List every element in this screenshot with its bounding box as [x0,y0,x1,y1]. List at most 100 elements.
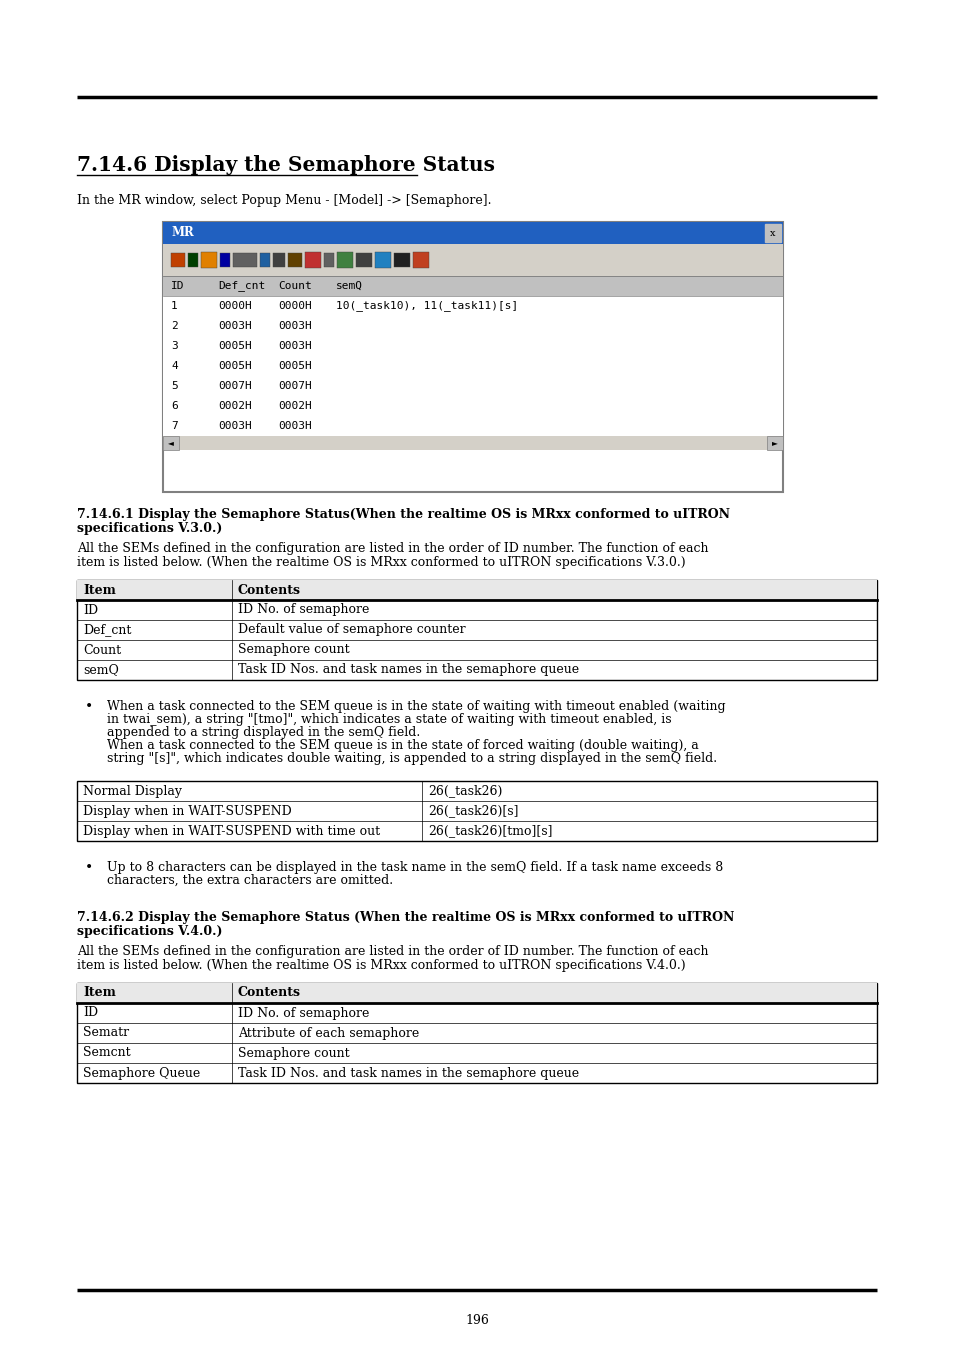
Bar [355,252,372,267]
Text: 26(_task26)[tmo][s]: 26(_task26)[tmo][s] [428,825,552,837]
Text: 5: 5 [171,381,177,392]
Bar [324,252,334,267]
Text: Item: Item [83,583,115,597]
Bar [201,252,216,269]
Text: string "[s]", which indicates double waiting, is appended to a string displayed : string "[s]", which indicates double wai… [107,752,717,765]
Text: 0000H: 0000H [277,301,312,310]
Text: •: • [85,861,93,875]
Text: 7: 7 [171,421,177,431]
Text: Up to 8 characters can be displayed in the task name in the semQ field. If a tas: Up to 8 characters can be displayed in t… [107,861,722,873]
Bar [77,983,876,1083]
Bar [260,252,270,267]
Text: 26(_task26)[s]: 26(_task26)[s] [428,805,518,818]
Text: Display when in WAIT-SUSPEND: Display when in WAIT-SUSPEND [83,805,292,818]
Text: 3: 3 [171,342,177,351]
Text: 7.14.6 Display the Semaphore Status: 7.14.6 Display the Semaphore Status [77,155,495,176]
Text: Semaphore count: Semaphore count [237,1046,349,1060]
Bar [764,224,781,242]
Bar [163,416,782,436]
Bar [394,252,410,267]
Text: Task ID Nos. and task names in the semaphore queue: Task ID Nos. and task names in the semap… [237,1066,578,1080]
Text: 0007H: 0007H [218,381,252,392]
Text: Count: Count [277,281,312,292]
Text: 196: 196 [464,1314,489,1327]
Text: Contents: Contents [237,583,301,597]
Text: 4: 4 [171,360,177,371]
Bar [163,436,179,450]
Text: Task ID Nos. and task names in the semaphore queue: Task ID Nos. and task names in the semap… [237,663,578,676]
Text: ►: ► [771,439,777,447]
Bar [220,252,230,267]
Text: Contents: Contents [237,987,301,999]
Text: 1: 1 [171,301,177,310]
Bar [163,396,782,416]
Bar [171,252,185,267]
Bar [77,983,876,1003]
Text: When a task connected to the SEM queue is in the state of forced waiting (double: When a task connected to the SEM queue i… [107,738,698,752]
Bar [766,436,782,450]
Text: 0003H: 0003H [277,421,312,431]
Text: When a task connected to the SEM queue is in the state of waiting with timeout e: When a task connected to the SEM queue i… [107,701,725,713]
Text: 7.14.6.2 Display the Semaphore Status (When the realtime OS is MRxx conformed to: 7.14.6.2 Display the Semaphore Status (W… [77,911,734,923]
Text: Def_cnt: Def_cnt [83,624,132,636]
Text: characters, the extra characters are omitted.: characters, the extra characters are omi… [107,873,393,887]
Bar [77,580,876,680]
Text: 0002H: 0002H [277,401,312,410]
Text: 0007H: 0007H [277,381,312,392]
Text: 0005H: 0005H [218,360,252,371]
Text: 2: 2 [171,321,177,331]
Text: 0005H: 0005H [218,342,252,351]
Text: In the MR window, select Popup Menu - [Model] -> [Semaphore].: In the MR window, select Popup Menu - [M… [77,194,491,207]
Text: 0000H: 0000H [218,301,252,310]
Text: 10(_task10), 11(_task11)[s]: 10(_task10), 11(_task11)[s] [335,301,517,312]
Text: 0005H: 0005H [277,360,312,371]
Text: semQ: semQ [335,281,363,292]
Bar [77,580,876,599]
Text: 0003H: 0003H [218,421,252,431]
Bar [163,244,782,275]
Bar [188,252,198,267]
Bar [163,436,782,450]
Text: MR: MR [171,227,193,239]
Text: x: x [769,228,775,238]
Text: ID No. of semaphore: ID No. of semaphore [237,1007,369,1019]
Text: •: • [85,701,93,714]
Text: Display when in WAIT-SUSPEND with time out: Display when in WAIT-SUSPEND with time o… [83,825,379,837]
Text: Item: Item [83,987,115,999]
Text: ID No. of semaphore: ID No. of semaphore [237,603,369,617]
Text: Def_cnt: Def_cnt [218,281,265,292]
Text: Count: Count [83,644,121,656]
Bar [163,296,782,316]
Bar [77,782,876,841]
Text: item is listed below. (When the realtime OS is MRxx conformed to uITRON specific: item is listed below. (When the realtime… [77,556,685,568]
Text: ID: ID [171,281,184,292]
Text: 0003H: 0003H [218,321,252,331]
Text: All the SEMs defined in the configuration are listed in the order of ID number. : All the SEMs defined in the configuratio… [77,945,708,958]
Text: All the SEMs defined in the configuration are listed in the order of ID number. : All the SEMs defined in the configuratio… [77,541,708,555]
Text: specifications V.3.0.): specifications V.3.0.) [77,522,222,535]
Text: appended to a string displayed in the semQ field.: appended to a string displayed in the se… [107,726,420,738]
Text: Semaphore Queue: Semaphore Queue [83,1066,200,1080]
Text: ID: ID [83,1007,98,1019]
Bar [305,252,320,269]
Text: 0002H: 0002H [218,401,252,410]
Bar [233,252,256,267]
Bar [163,336,782,356]
Text: ID: ID [83,603,98,617]
Text: Normal Display: Normal Display [83,784,182,798]
Text: 0003H: 0003H [277,321,312,331]
Text: 7.14.6.1 Display the Semaphore Status(When the realtime OS is MRxx conformed to : 7.14.6.1 Display the Semaphore Status(Wh… [77,508,729,521]
Bar [163,221,782,244]
Bar [336,252,353,269]
Bar [163,356,782,377]
Text: 0003H: 0003H [277,342,312,351]
Text: Attribute of each semaphore: Attribute of each semaphore [237,1026,418,1040]
Text: in twai_sem), a string "[tmo]", which indicates a state of waiting with timeout : in twai_sem), a string "[tmo]", which in… [107,713,671,726]
Bar [163,275,782,296]
Text: 6: 6 [171,401,177,410]
Bar [375,252,391,269]
Bar [163,316,782,336]
Bar [163,221,782,491]
Bar [413,252,429,269]
Text: specifications V.4.0.): specifications V.4.0.) [77,925,222,938]
